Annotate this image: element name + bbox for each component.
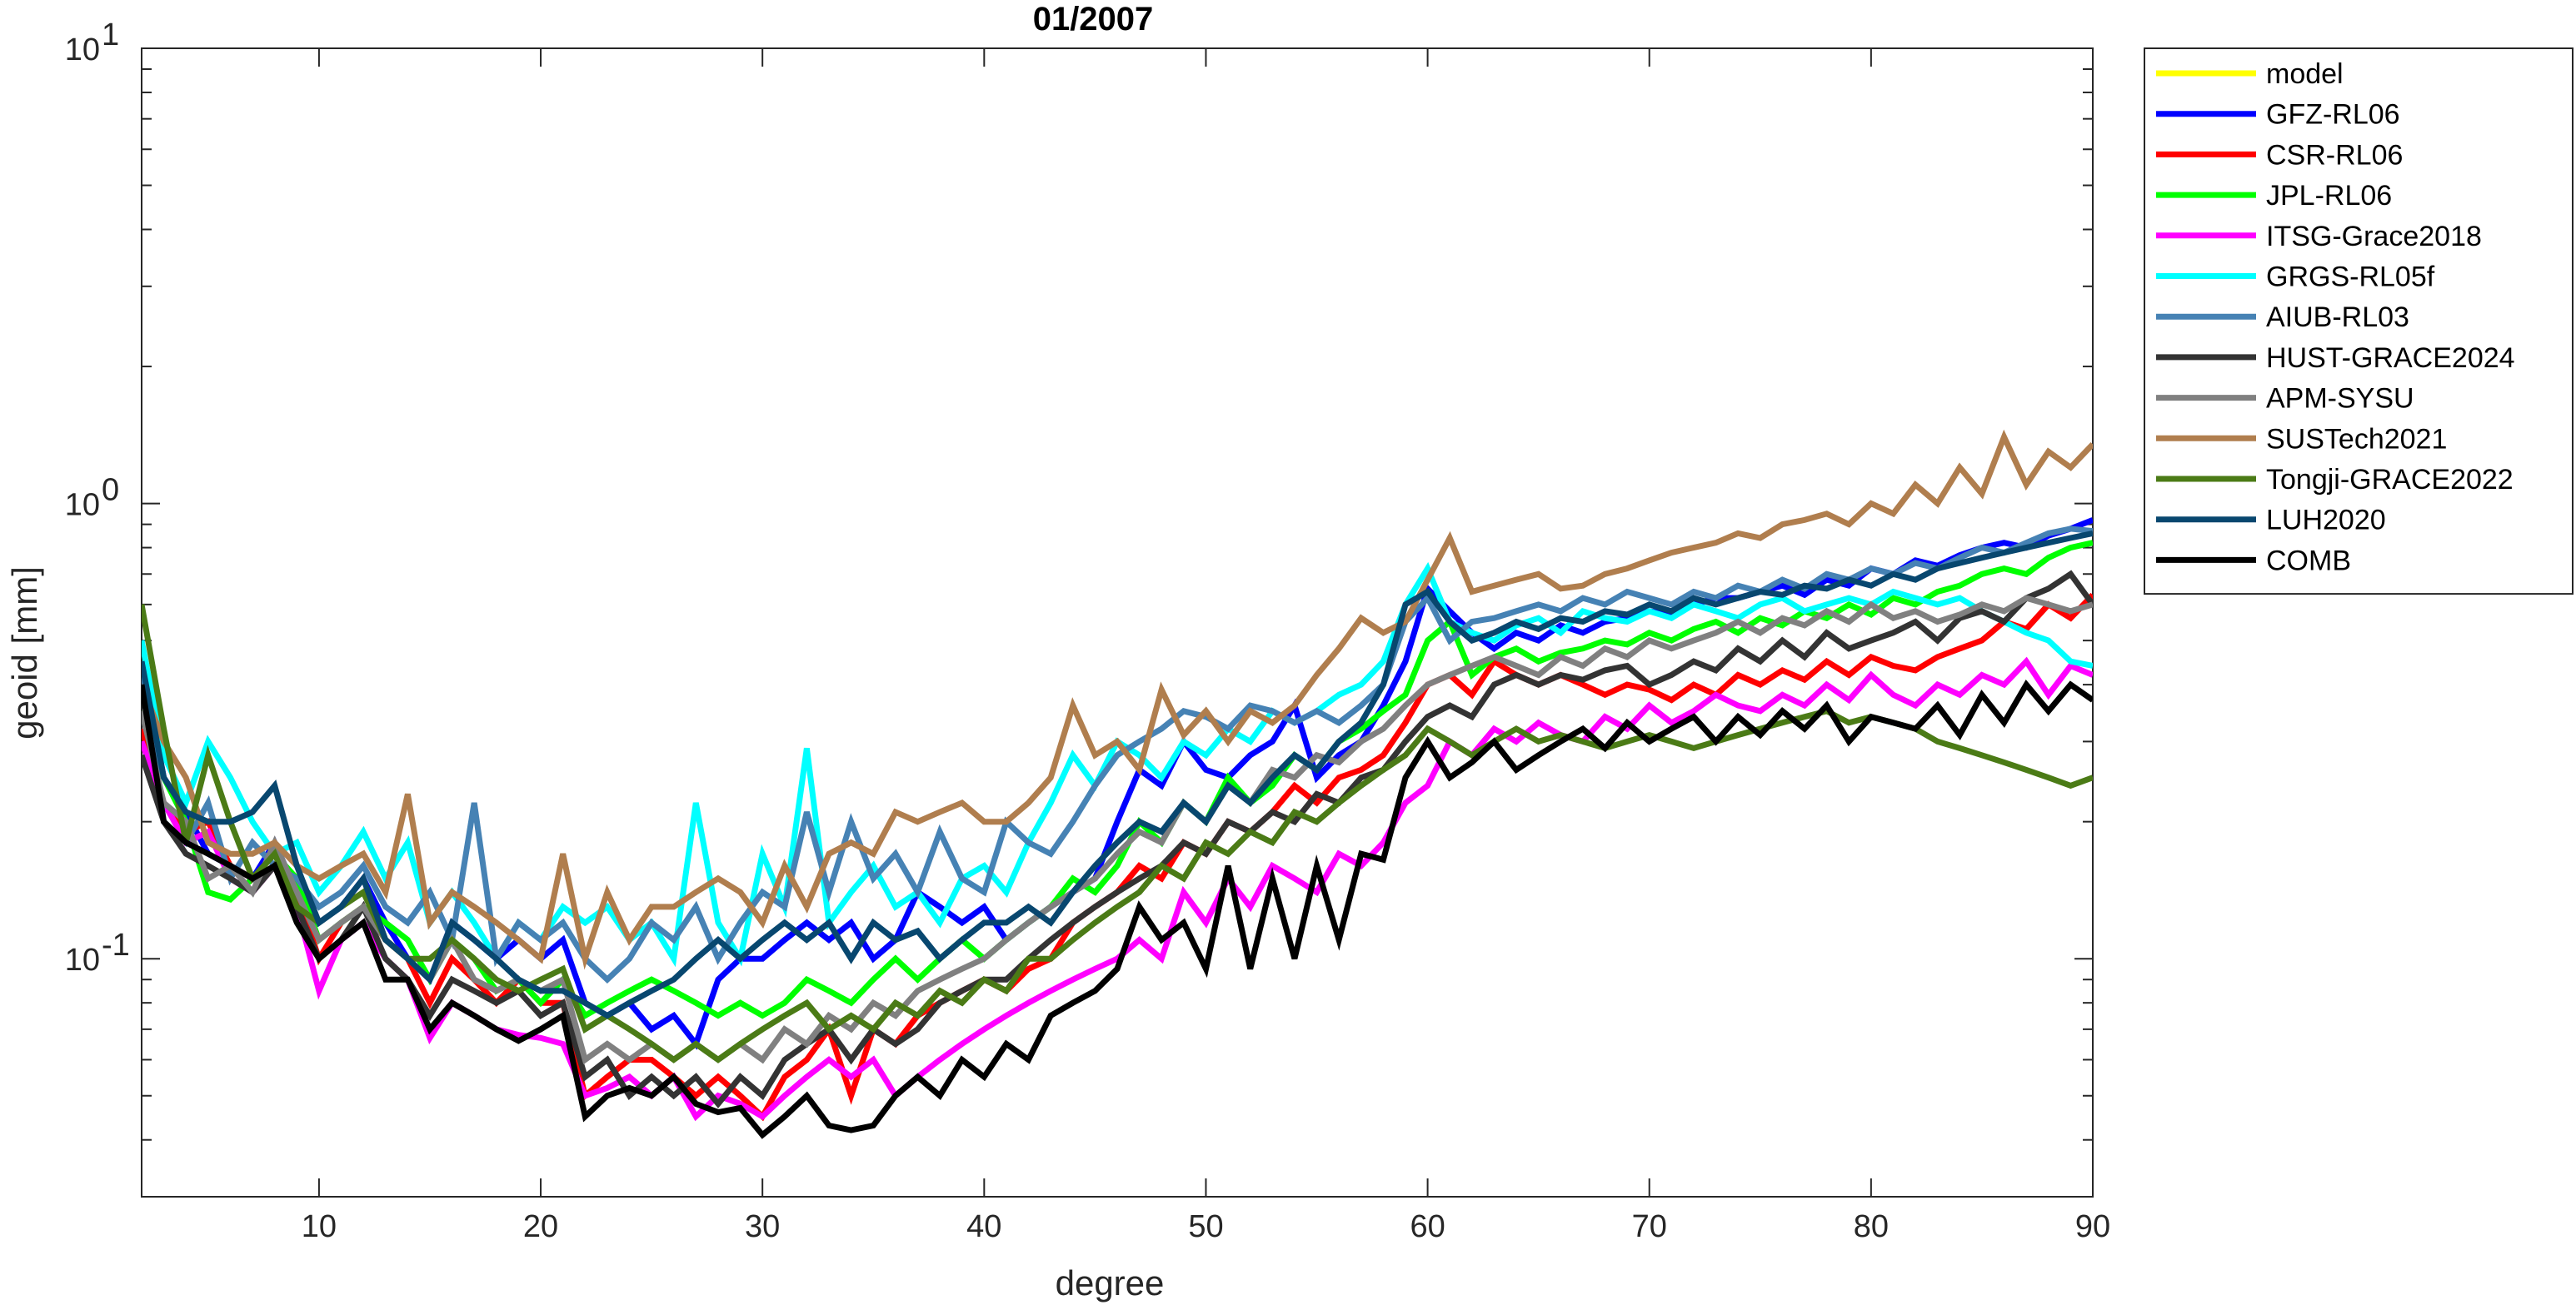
x-tick-label: 80 — [1854, 1209, 1889, 1244]
y-tick-label-exponent: 1 — [102, 17, 119, 52]
legend-label-itsg-grace2018: ITSG-Grace2018 — [2266, 221, 2482, 252]
y-tick-label: 10 — [65, 32, 100, 67]
series-lines — [142, 429, 2093, 1139]
series-line-sustech2021 — [142, 429, 2093, 970]
x-tick-label: 50 — [1188, 1209, 1223, 1244]
legend-label-hust-grace2024: HUST-GRACE2024 — [2266, 342, 2515, 374]
x-tick-label: 90 — [2075, 1209, 2110, 1244]
y-tick-label: 10 — [65, 943, 100, 978]
series-line-apm-sysu — [142, 595, 2093, 1065]
chart-title: 01/2007 — [1033, 1, 1154, 37]
legend-label-luh2020: LUH2020 — [2266, 505, 2386, 536]
x-tick-label: 10 — [302, 1209, 337, 1244]
series-line-comb — [142, 680, 2093, 1139]
y-tick-label-exponent: -1 — [102, 928, 130, 963]
legend-label-jpl-rl06: JPL-RL06 — [2266, 180, 2392, 212]
x-tick-label: 30 — [745, 1209, 780, 1244]
y-axis-label: geoid [mm] — [5, 566, 44, 740]
legend-label-gfz-rl06: GFZ-RL06 — [2266, 99, 2400, 131]
legend-label-tongji-grace2022: Tongji-GRACE2022 — [2266, 464, 2514, 496]
legend: model GFZ-RL06 CSR-RL06 JPL-RL06 ITSG-Grace2… — [2144, 47, 2574, 595]
series-line-luh2020 — [142, 530, 2093, 1019]
x-tick-label: 20 — [523, 1209, 558, 1244]
series-line-aiub-rl03 — [142, 525, 2093, 984]
x-tick-label: 40 — [966, 1209, 1001, 1244]
plot-frame — [141, 47, 2094, 1198]
x-axis-label: degree — [1056, 1263, 1165, 1303]
legend-box — [2144, 47, 2574, 595]
legend-label-apm-sysu: APM-SYSU — [2266, 383, 2414, 415]
series-line-hust-grace2024 — [142, 570, 2093, 1108]
legend-label-model: model — [2266, 58, 2344, 90]
legend-label-sustech2021: SUSTech2021 — [2266, 423, 2447, 455]
y-tick-label: 10 — [65, 488, 100, 523]
legend-label-comb: COMB — [2266, 545, 2351, 576]
legend-label-grgs-rl05f: GRGS-RL05f — [2266, 261, 2435, 293]
legend-label-csr-rl06: CSR-RL06 — [2266, 139, 2403, 171]
legend-label-aiub-rl03: AIUB-RL03 — [2266, 301, 2409, 333]
x-tick-label: 70 — [1632, 1209, 1667, 1244]
x-tick-label: 60 — [1410, 1209, 1445, 1244]
y-tick-label-exponent: 0 — [102, 473, 119, 508]
